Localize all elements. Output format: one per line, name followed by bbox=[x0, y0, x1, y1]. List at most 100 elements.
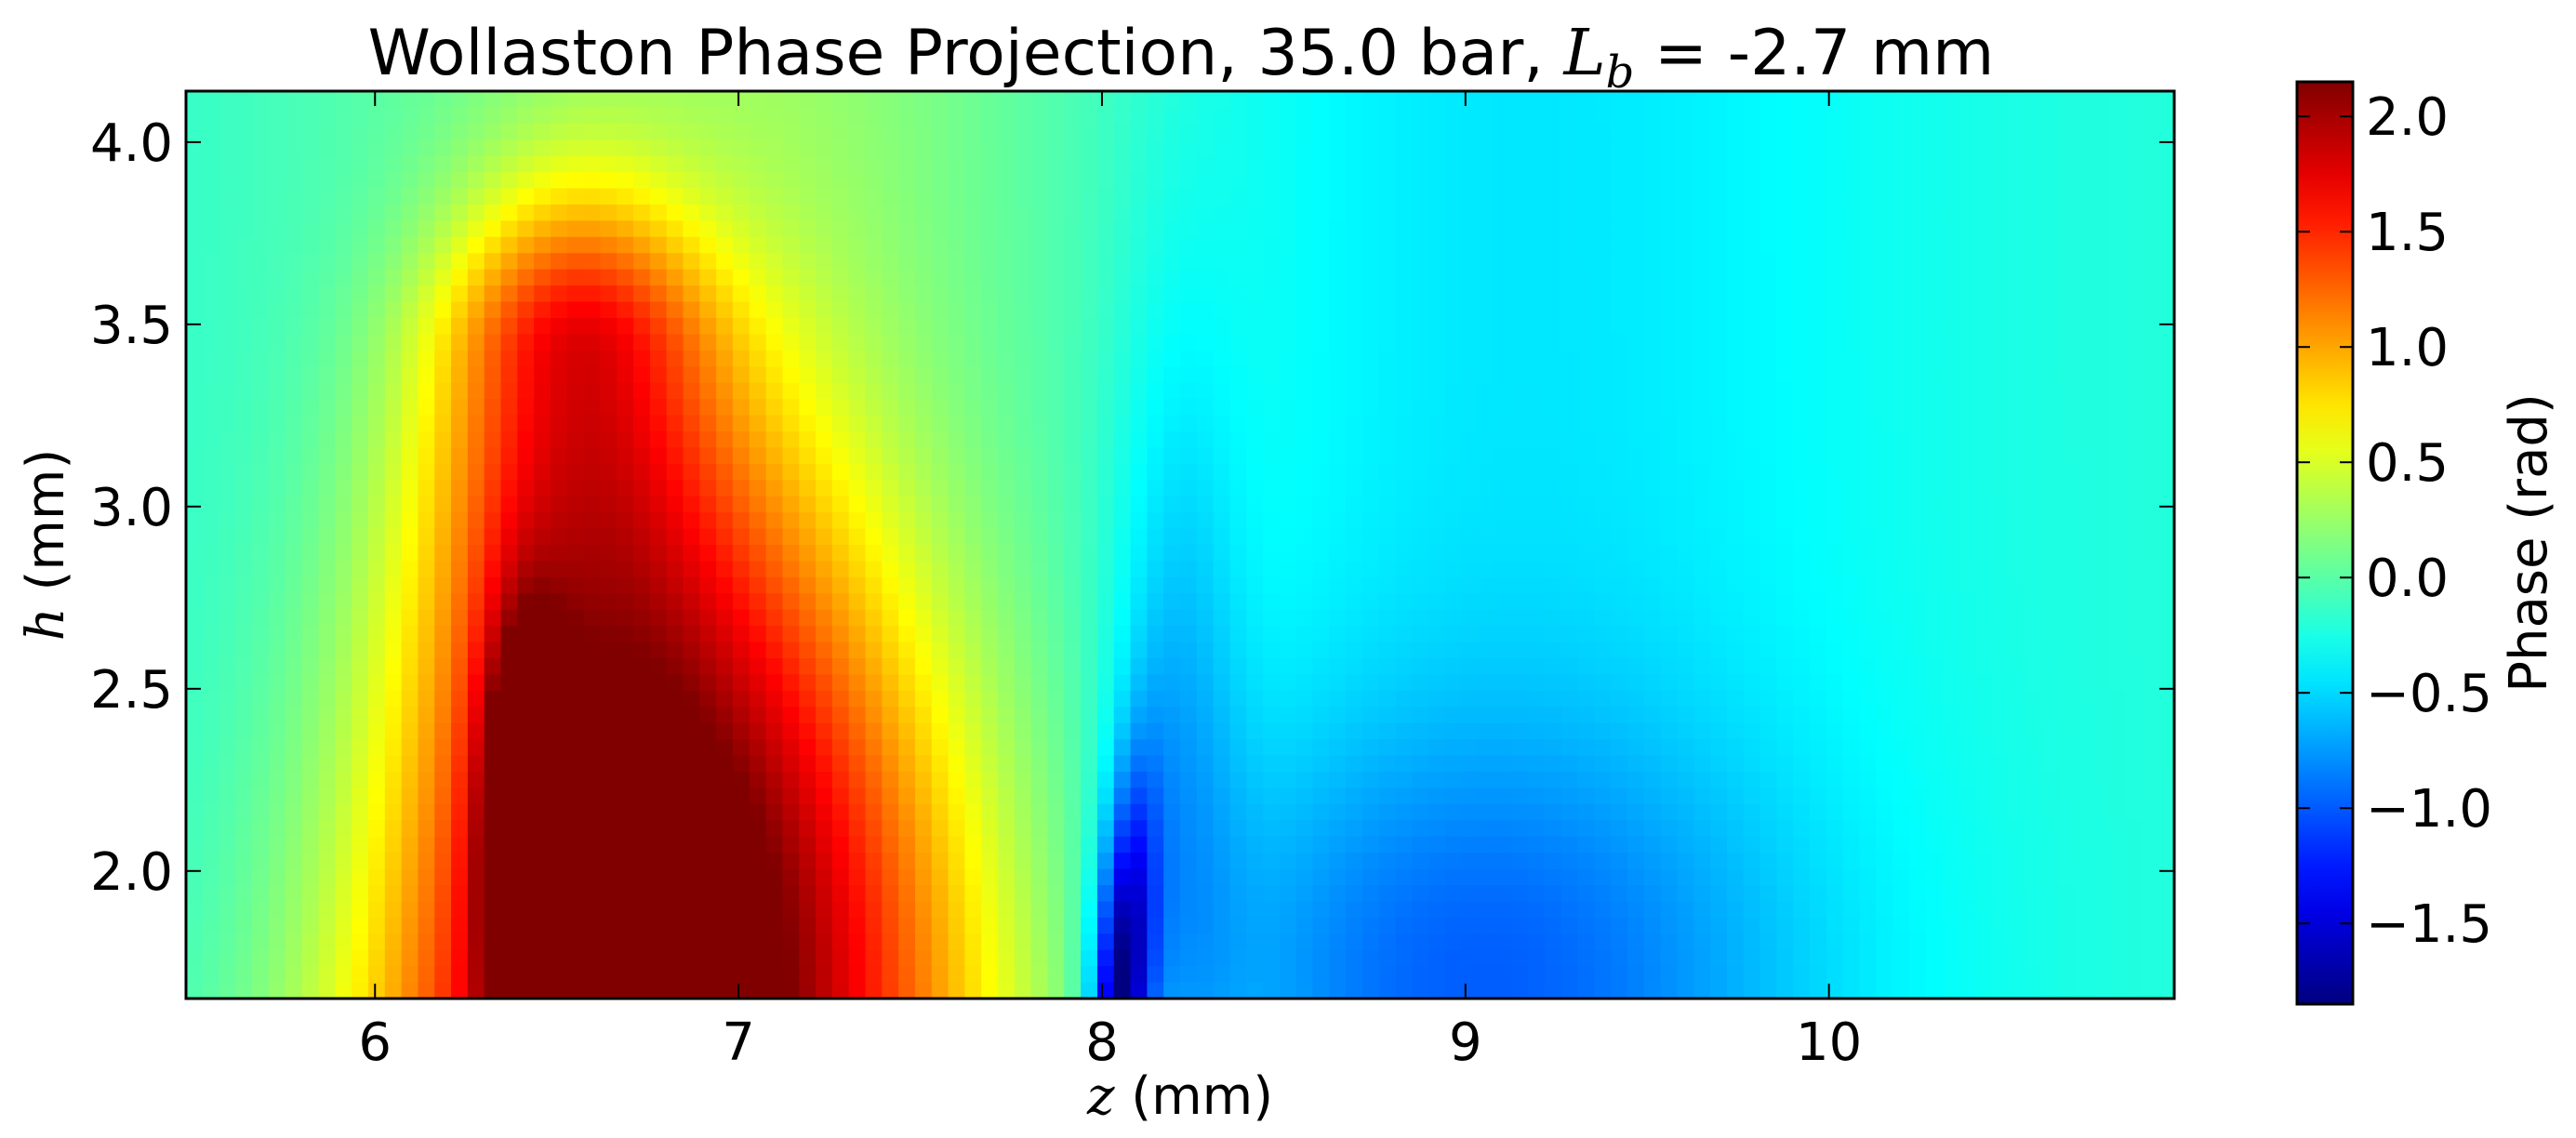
heatmap-cell bbox=[451, 447, 469, 465]
heatmap-cell bbox=[235, 690, 254, 708]
heatmap-cell bbox=[1346, 496, 1363, 513]
heatmap-cell bbox=[1412, 188, 1430, 205]
heatmap-cell bbox=[1925, 220, 1944, 238]
heatmap-cell bbox=[2058, 626, 2076, 643]
heatmap-cell bbox=[401, 707, 419, 724]
heatmap-cell bbox=[633, 463, 651, 482]
heatmap-cell bbox=[732, 576, 750, 595]
heatmap-cell bbox=[352, 739, 369, 757]
heatmap-cell bbox=[367, 658, 386, 676]
heatmap-cell bbox=[2091, 690, 2109, 708]
heatmap-cell bbox=[1361, 366, 1380, 384]
heatmap-cell bbox=[484, 642, 502, 659]
heatmap-cell bbox=[617, 690, 634, 708]
heatmap-cell bbox=[235, 399, 254, 417]
heatmap-cell bbox=[1312, 707, 1331, 724]
heatmap-cell bbox=[848, 528, 867, 546]
heatmap-cell bbox=[683, 188, 701, 205]
heatmap-cell bbox=[1842, 220, 1861, 238]
heatmap-cell bbox=[1693, 609, 1711, 627]
heatmap-cell bbox=[633, 382, 651, 400]
heatmap-cell bbox=[1246, 512, 1264, 530]
heatmap-cell bbox=[816, 350, 833, 368]
heatmap-cell bbox=[1693, 301, 1711, 319]
heatmap-cell bbox=[1959, 301, 1976, 319]
heatmap-cell bbox=[2058, 658, 2076, 676]
heatmap-cell bbox=[1577, 463, 1596, 482]
heatmap-cell bbox=[865, 172, 883, 190]
heatmap-cell bbox=[699, 269, 717, 286]
heatmap-cell bbox=[2158, 545, 2174, 562]
heatmap-cell bbox=[1295, 399, 1314, 417]
heatmap-cell bbox=[1710, 561, 1728, 578]
heatmap-cell bbox=[352, 642, 369, 659]
heatmap-cell bbox=[2075, 609, 2092, 627]
heatmap-cell bbox=[2124, 480, 2143, 497]
heatmap-cell bbox=[2141, 301, 2158, 319]
heatmap-cell bbox=[1461, 188, 1480, 205]
heatmap-cell bbox=[1130, 480, 1149, 497]
heatmap-cell bbox=[1263, 431, 1281, 449]
heatmap-cell bbox=[1312, 139, 1331, 157]
heatmap-cell bbox=[1229, 415, 1248, 432]
heatmap-cell bbox=[1594, 382, 1613, 400]
heatmap-cell bbox=[1279, 155, 1297, 173]
heatmap-cell bbox=[517, 512, 535, 530]
heatmap-cell bbox=[1428, 188, 1446, 205]
heatmap-cell bbox=[931, 545, 949, 562]
heatmap-cell bbox=[1461, 707, 1480, 724]
heatmap-cell bbox=[550, 172, 568, 190]
heatmap-cell bbox=[2075, 366, 2092, 384]
heatmap-cell bbox=[1759, 253, 1778, 271]
heatmap-cell bbox=[617, 334, 634, 351]
heatmap-cell bbox=[484, 722, 502, 740]
heatmap-cell bbox=[434, 561, 452, 578]
heatmap-cell bbox=[1428, 626, 1446, 643]
heatmap-cell bbox=[1677, 205, 1695, 222]
heatmap-cell bbox=[1826, 253, 1844, 271]
heatmap-cell bbox=[467, 561, 485, 578]
heatmap-cell bbox=[848, 172, 867, 190]
heatmap-cell bbox=[2141, 431, 2158, 449]
heatmap-cell bbox=[1643, 722, 1662, 740]
heatmap-cell bbox=[1810, 334, 1827, 351]
heatmap-cell bbox=[418, 496, 436, 513]
heatmap-cell bbox=[1478, 480, 1496, 497]
heatmap-cell bbox=[716, 236, 734, 255]
heatmap-cell bbox=[1660, 107, 1679, 125]
heatmap-cell bbox=[1594, 722, 1613, 740]
heatmap-cell bbox=[1528, 220, 1546, 238]
heatmap-cell bbox=[534, 382, 551, 400]
heatmap-cell bbox=[1776, 139, 1795, 157]
heatmap-cell bbox=[1130, 382, 1149, 400]
heatmap-cell bbox=[1130, 253, 1149, 271]
heatmap-cell bbox=[1959, 188, 1976, 205]
heatmap-cell bbox=[451, 690, 469, 708]
heatmap-cell bbox=[1577, 722, 1596, 740]
heatmap-cell bbox=[1478, 463, 1496, 482]
heatmap-cell bbox=[318, 463, 337, 482]
heatmap-cell bbox=[799, 107, 817, 125]
heatmap-cell bbox=[1511, 91, 1529, 109]
heatmap-cell bbox=[1295, 496, 1314, 513]
heatmap-cell bbox=[2141, 626, 2158, 643]
heatmap-cell bbox=[1494, 205, 1513, 222]
heatmap-cell bbox=[219, 722, 237, 740]
heatmap-cell bbox=[2025, 318, 2043, 336]
heatmap-cell bbox=[1346, 269, 1363, 286]
heatmap-cell bbox=[964, 576, 982, 595]
heatmap-cell bbox=[269, 172, 286, 190]
heatmap-cell bbox=[2141, 366, 2158, 384]
heatmap-cell bbox=[1312, 528, 1331, 546]
heatmap-cell bbox=[914, 366, 933, 384]
heatmap-cell bbox=[1295, 545, 1314, 562]
heatmap-cell bbox=[848, 107, 867, 125]
heatmap-cell bbox=[418, 561, 436, 578]
heatmap-cell bbox=[882, 155, 899, 173]
heatmap-cell bbox=[1594, 91, 1613, 109]
heatmap-cell bbox=[1942, 576, 1960, 595]
heatmap-cell bbox=[583, 91, 602, 109]
heatmap-cell bbox=[716, 285, 734, 303]
heatmap-cell bbox=[1560, 642, 1579, 659]
heatmap-cell bbox=[1246, 107, 1264, 125]
